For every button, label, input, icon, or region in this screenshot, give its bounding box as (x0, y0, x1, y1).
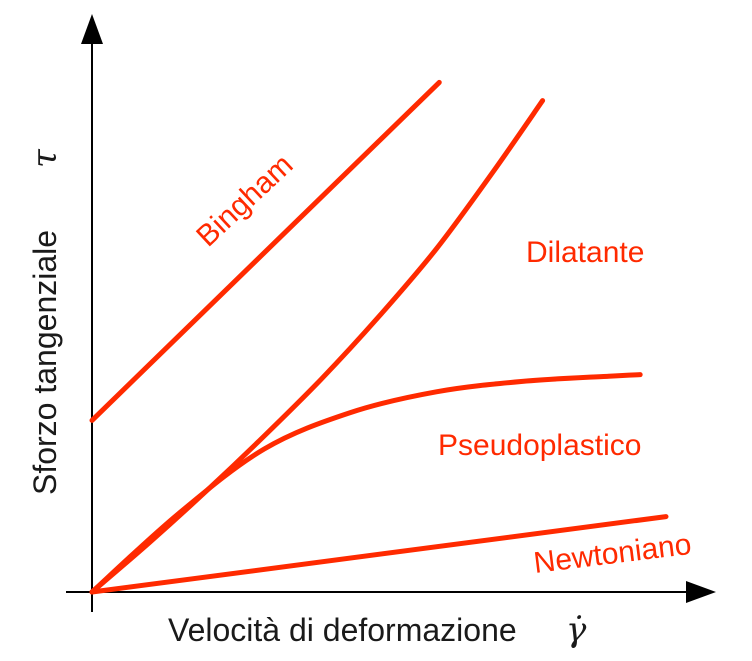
series-line-bingham (89, 79, 442, 423)
y-axis-arrow (81, 14, 103, 44)
x-axis-arrow (686, 581, 716, 603)
curve-label-dilatante: Dilatante (526, 236, 644, 269)
y-axis-label: Sforzo tangenziale (27, 230, 63, 495)
axes (66, 14, 716, 612)
curve-label-newtoniano: Newtoniano (532, 528, 693, 580)
x-axis-symbol: γ̇ (566, 610, 587, 650)
series-line-dilatante (89, 98, 546, 595)
x-axis-label: Velocità di deformazione (168, 612, 517, 648)
y-axis-symbol: τ (25, 148, 65, 168)
curve-label-pseudoplastico: Pseudoplastico (438, 429, 641, 462)
series-line-pseudoplastico (89, 372, 643, 595)
series-line-newtoniano (89, 514, 669, 595)
series-layer (89, 79, 669, 595)
